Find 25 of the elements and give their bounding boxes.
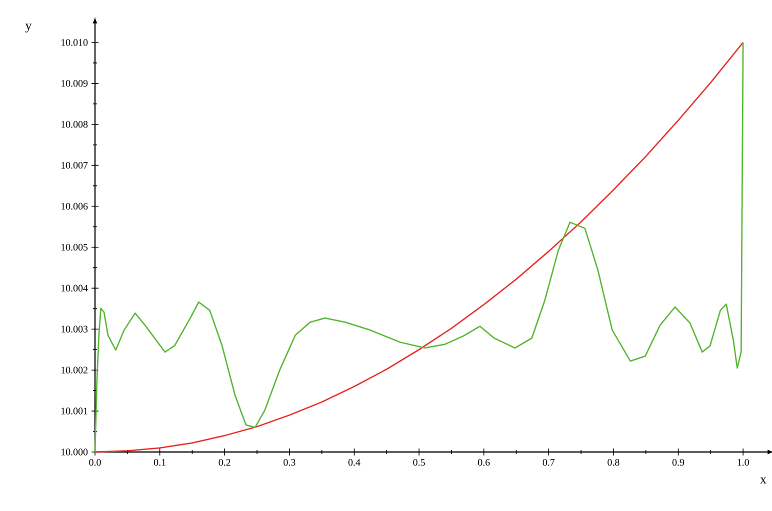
x-tick-label: 0.0 <box>89 459 101 466</box>
y-axis-title: y <box>25 24 32 32</box>
y-tick-label: 10.002 <box>61 366 88 374</box>
y-tick-label: 10.007 <box>61 162 88 169</box>
y-tick-label: 10.005 <box>61 244 88 251</box>
x-tick-label: 0.4 <box>348 459 360 466</box>
y-tick-label: 10.004 <box>61 284 88 292</box>
y-tick-label: 10.006 <box>61 202 88 210</box>
y-tick-label: 10.000 <box>61 448 88 456</box>
x-tick-label: 0.6 <box>478 459 490 466</box>
y-tick-label: 10.001 <box>61 408 88 414</box>
x-tick-label: 0.7 <box>542 459 555 466</box>
x-axis-title: x <box>760 477 766 484</box>
x-tick-label: 0.9 <box>672 459 684 466</box>
y-tick-label: 10.010 <box>61 39 88 46</box>
x-tick-label: 0.5 <box>413 459 425 466</box>
line-series <box>94 42 744 453</box>
x-tick-label: 0.1 <box>154 459 166 466</box>
x-tick-label: 0.2 <box>218 459 230 466</box>
x-tick-label: 0.3 <box>284 459 296 466</box>
x-tick-label: 1.0 <box>738 459 749 466</box>
x-tick-label: 0.8 <box>608 459 620 466</box>
y-tick-label: 10.008 <box>61 120 88 128</box>
y-tick-label: 10.009 <box>61 80 88 87</box>
y-tick-label: 10.003 <box>61 326 88 333</box>
